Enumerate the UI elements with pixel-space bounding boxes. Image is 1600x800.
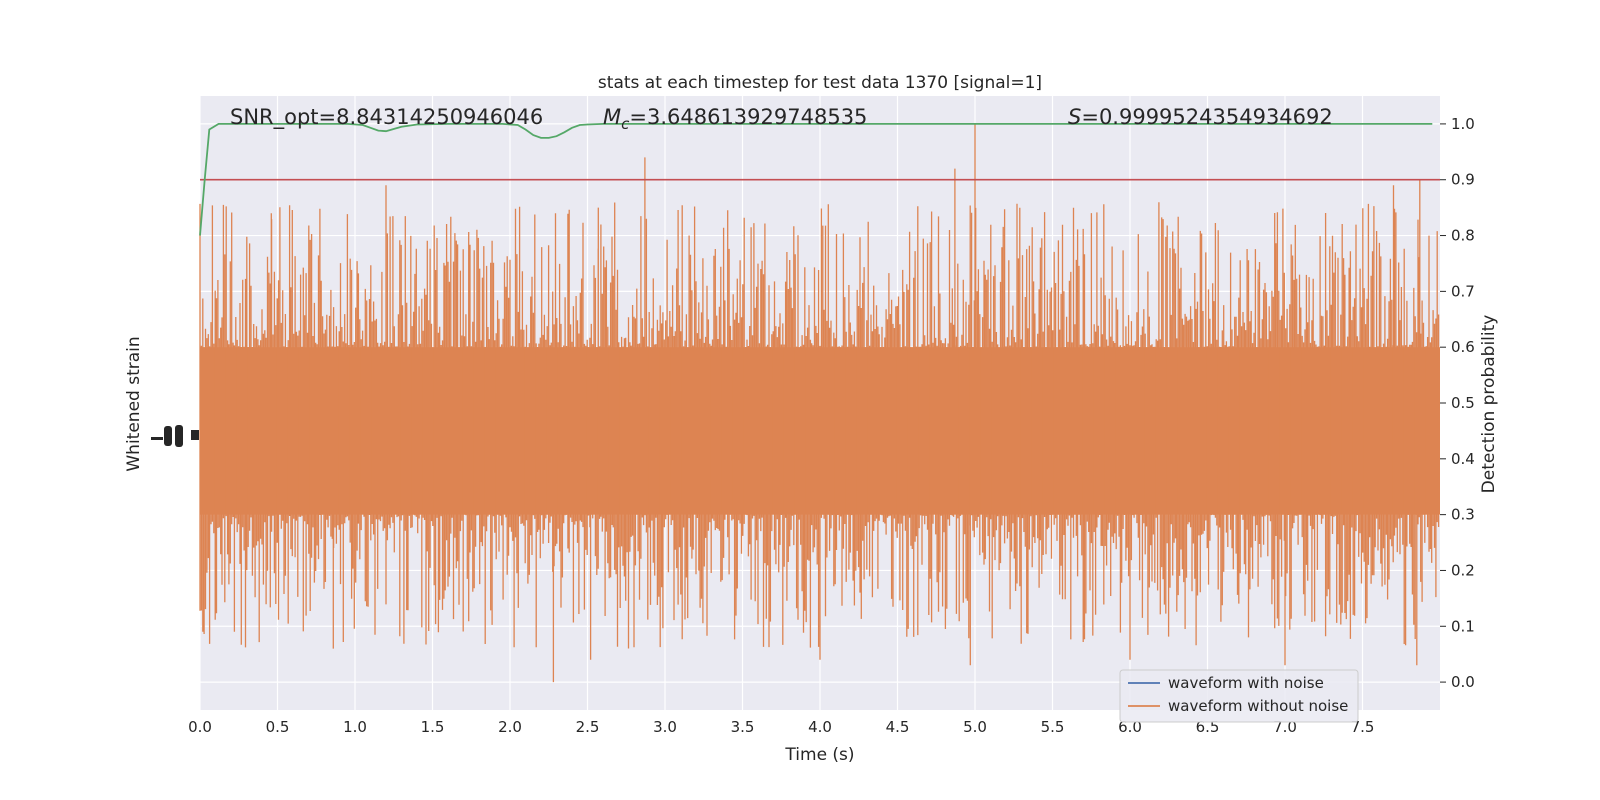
detection-probability-line xyxy=(199,123,1433,236)
y-tick-label: 0.1 xyxy=(1451,617,1475,635)
x-tick-label: 3.0 xyxy=(653,718,677,736)
chirp-mass-annotation: Mc=3.648613929748535 xyxy=(603,105,867,133)
x-tick-label: 5.0 xyxy=(963,718,987,736)
x-tick-label: 0.0 xyxy=(188,718,212,736)
x-tick-label: 1.5 xyxy=(421,718,445,736)
y-tick-label: 0.0 xyxy=(1451,673,1475,691)
x-tick-label: 4.5 xyxy=(886,718,910,736)
x-axis-label: Time (s) xyxy=(784,745,854,765)
x-tick-label: 2.5 xyxy=(576,718,600,736)
s-annotation: S=0.9999524354934692 xyxy=(1068,105,1333,129)
x-tick-label: 1.0 xyxy=(343,718,367,736)
x-tick-label: 3.5 xyxy=(731,718,755,736)
y-ticks-right: 0.0 0.1 0.2 0.3 0.4 0.5 0.6 0.7 0.8 0.9 1.0 xyxy=(1440,115,1475,691)
y-tick-label: 0.7 xyxy=(1451,282,1475,300)
y-axis-label-left: Whitened strain xyxy=(124,336,144,471)
legend: waveform with noise waveform without noi… xyxy=(1119,669,1359,723)
y-axis-label-right: Detection probability xyxy=(1479,315,1499,494)
legend-box xyxy=(1119,669,1359,723)
x-tick-label: 4.0 xyxy=(808,718,832,736)
x-tick-label: 0.5 xyxy=(266,718,290,736)
x-tick-label: 7.5 xyxy=(1351,718,1375,736)
x-tick-label: 5.5 xyxy=(1041,718,1065,736)
y-tick-label: 0.6 xyxy=(1451,338,1475,356)
x-tick-label: 2.0 xyxy=(498,718,522,736)
y-tick-label: 0.4 xyxy=(1451,450,1475,468)
y-tick-label: 0.9 xyxy=(1451,171,1475,189)
waveform-spikes xyxy=(199,123,1440,683)
y-tick-label: 1.0 xyxy=(1451,115,1475,133)
legend-label-waveform-with-noise: waveform with noise xyxy=(1168,674,1324,692)
chart-title: stats at each timestep for test data 137… xyxy=(598,73,1042,93)
snr-annotation: SNR_opt=8.84314250946046 xyxy=(230,105,543,130)
y-tick-label: 0.3 xyxy=(1451,506,1475,524)
y-tick-label: 0.5 xyxy=(1451,394,1475,412)
legend-label-waveform-without-noise: waveform without noise xyxy=(1168,697,1348,715)
waveform-without-noise-trace xyxy=(199,123,1440,683)
left-tick-clutter xyxy=(151,425,199,447)
y-tick-label: 0.2 xyxy=(1451,561,1475,579)
y-tick-label: 0.8 xyxy=(1451,227,1475,245)
